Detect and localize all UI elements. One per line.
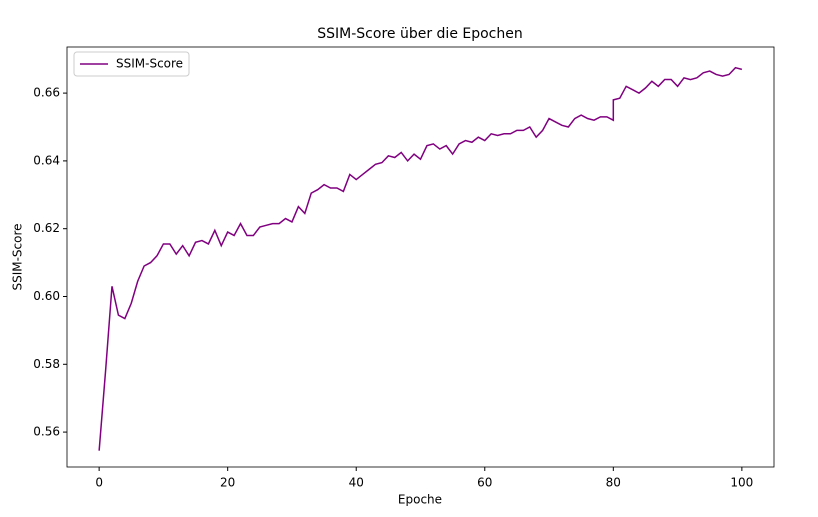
chart-title: SSIM-Score über die Epochen <box>317 26 522 42</box>
data-line <box>98 66 743 451</box>
y-tick-label: 0.64 <box>33 153 60 167</box>
x-tick-label: 40 <box>349 476 364 490</box>
y-tick-label: 0.66 <box>33 86 60 100</box>
x-tick-label: 0 <box>95 476 103 490</box>
x-tick-label: 100 <box>730 476 753 490</box>
y-axis-label: SSIM-Score <box>11 223 25 290</box>
x-axis-label: Epoche <box>398 493 442 507</box>
y-tick-label: 0.58 <box>33 357 60 371</box>
legend-box <box>73 51 190 77</box>
plot-frame <box>66 46 775 468</box>
y-tick-label: 0.56 <box>33 425 60 439</box>
legend-label: SSIM-Score <box>116 57 183 71</box>
x-tick-label: 20 <box>220 476 235 490</box>
x-tick-label: 80 <box>606 476 621 490</box>
x-tick-label: 60 <box>477 476 492 490</box>
y-tick-label: 0.60 <box>33 289 60 303</box>
y-tick-label: 0.62 <box>33 221 60 235</box>
